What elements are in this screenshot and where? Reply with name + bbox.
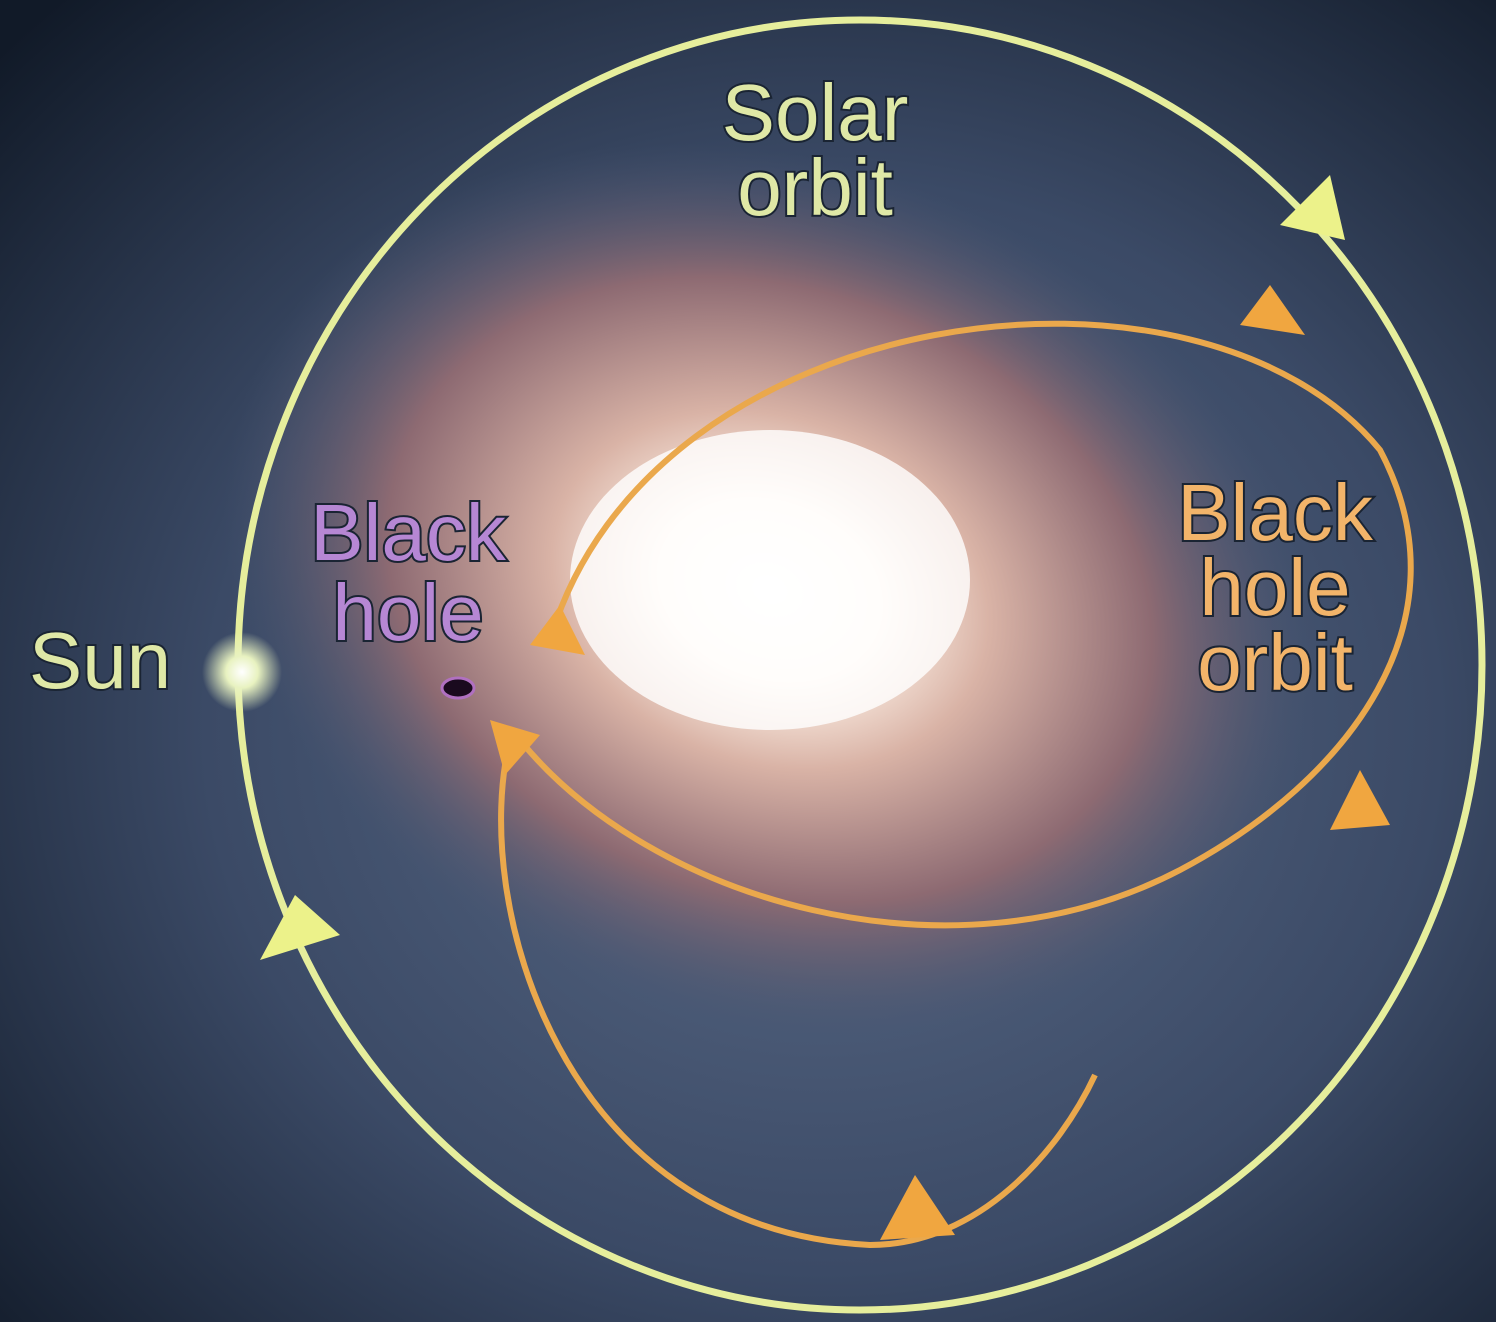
sun [202, 632, 282, 712]
label-line: orbit [737, 143, 893, 232]
black-hole-label: Black hole [310, 488, 507, 657]
label-line: Black [310, 488, 507, 577]
label-line: orbit [1197, 618, 1353, 707]
diagram: Solar orbit Black hole orbit Black hole … [0, 0, 1496, 1322]
black-hole-orbit-label: Black hole orbit [1177, 468, 1374, 707]
label-line: hole [332, 568, 483, 657]
black-hole [442, 678, 474, 698]
solar-orbit-label: Solar orbit [722, 68, 909, 232]
galaxy-core [570, 430, 970, 730]
sun-label: Sun [29, 616, 171, 705]
